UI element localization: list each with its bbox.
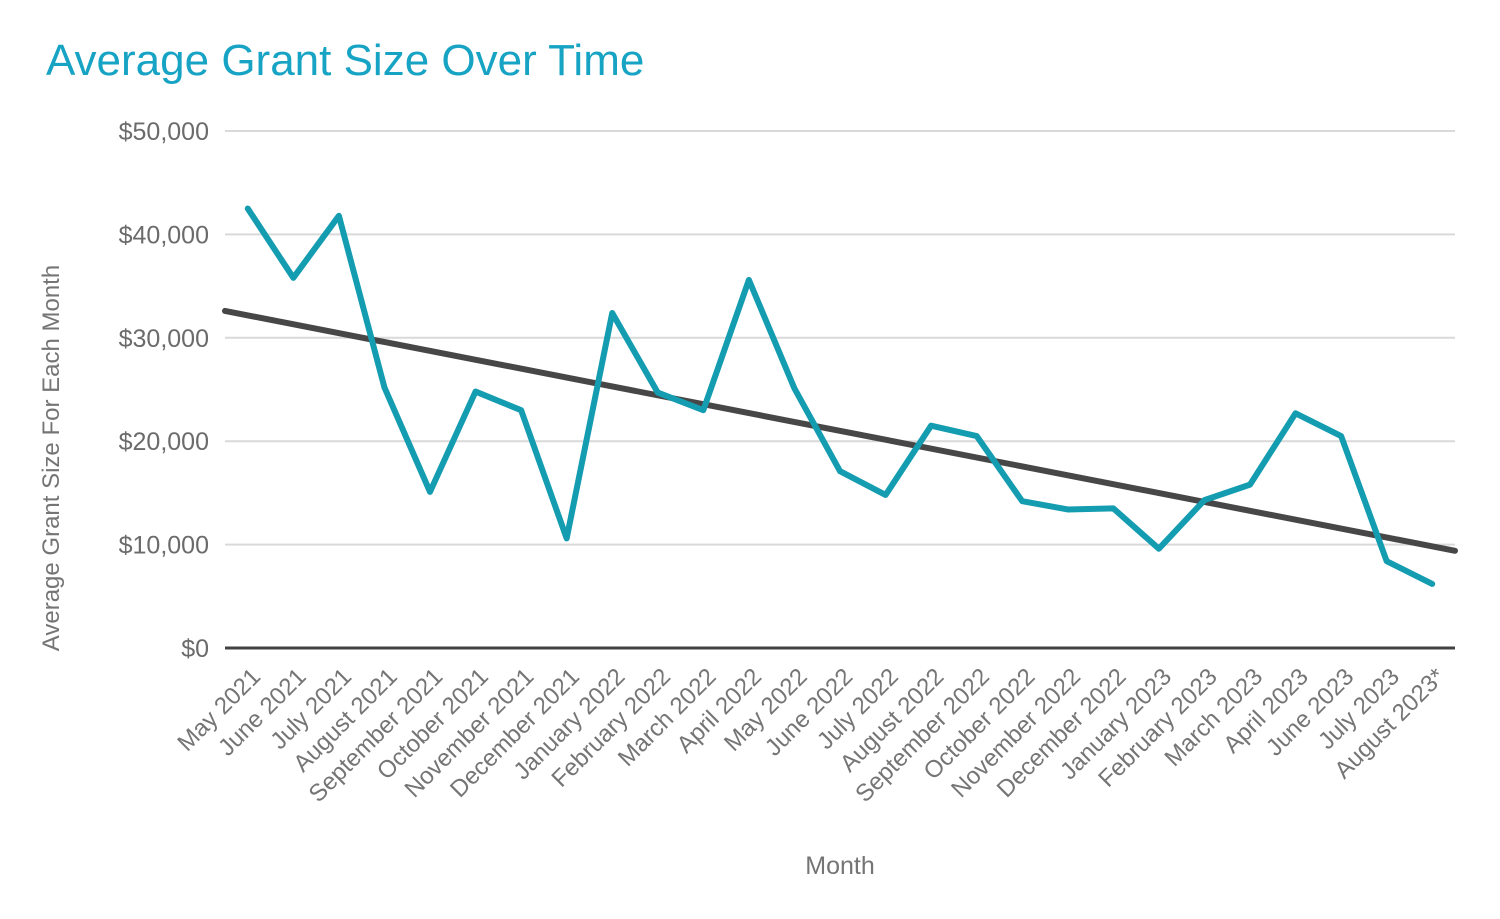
y-tick-label: $40,000 bbox=[119, 221, 209, 249]
y-tick-label: $10,000 bbox=[119, 532, 209, 560]
x-axis-title: Month bbox=[805, 852, 875, 880]
y-axis-title: Average Grant Size For Each Month bbox=[38, 264, 65, 652]
y-tick-label: $30,000 bbox=[119, 325, 209, 353]
y-tick-label: $20,000 bbox=[119, 428, 209, 456]
chart-title: Average Grant Size Over Time bbox=[46, 36, 645, 85]
trend-line bbox=[222, 307, 1458, 554]
y-tick-label: $0 bbox=[181, 635, 209, 663]
y-tick-label: $50,000 bbox=[119, 118, 209, 146]
series-line bbox=[244, 205, 1436, 587]
